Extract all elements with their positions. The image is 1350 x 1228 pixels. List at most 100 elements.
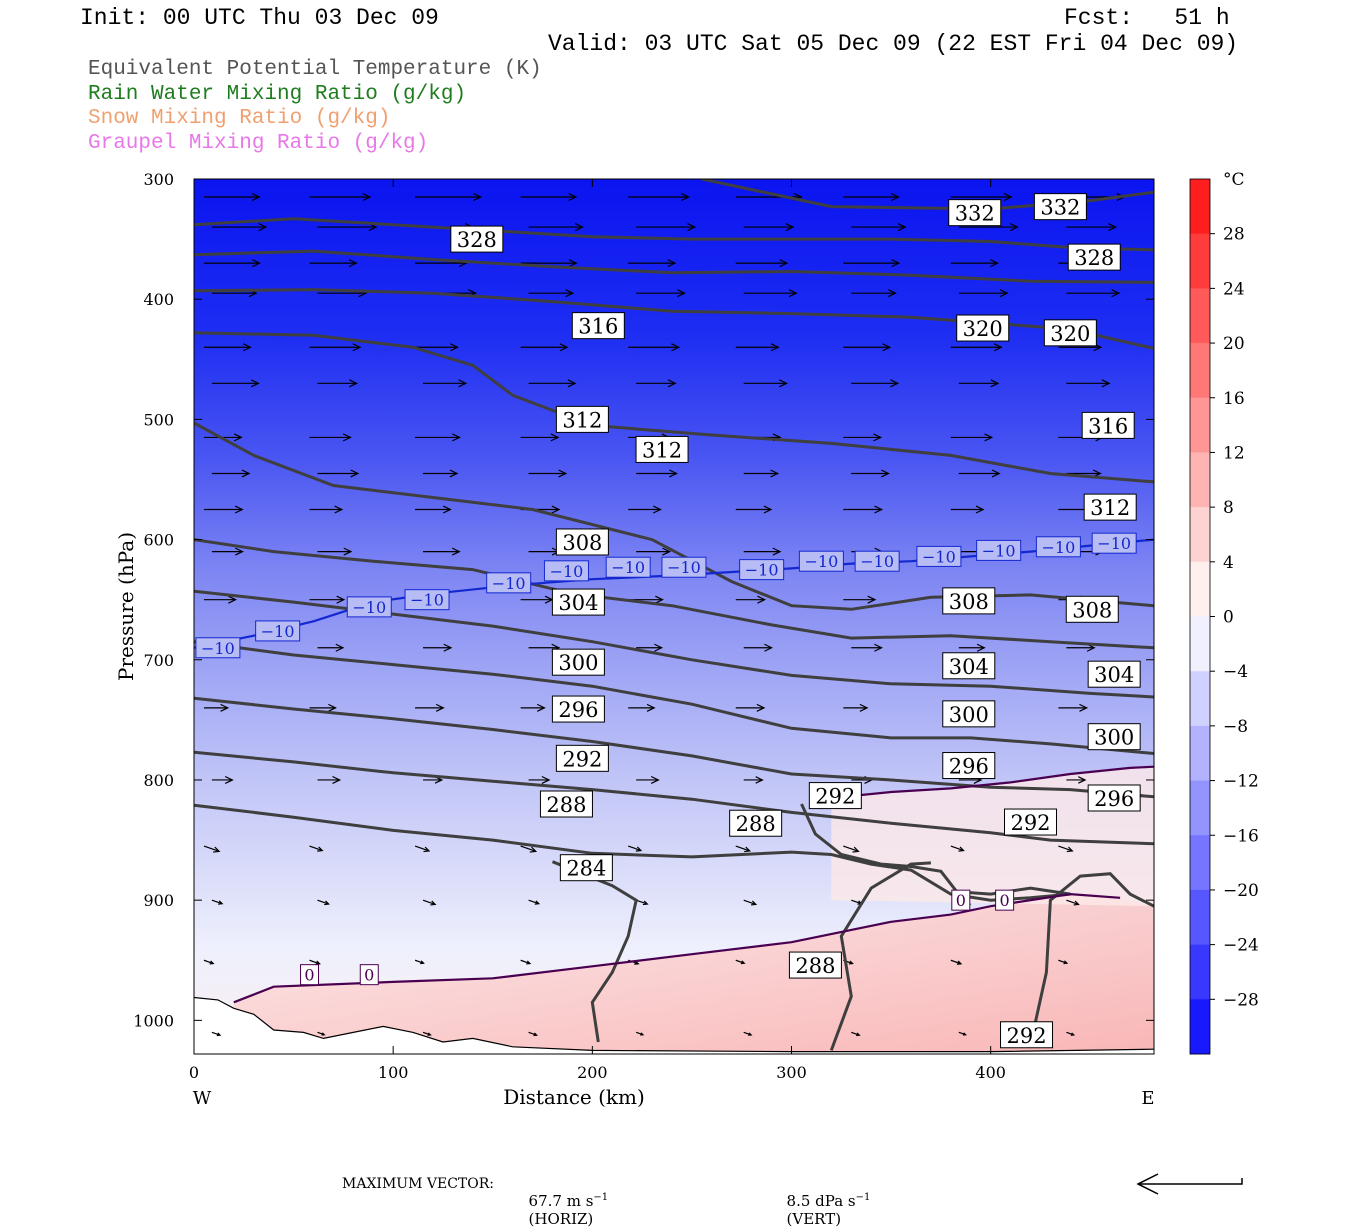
- horiz-unit: (HORIZ): [528, 1210, 594, 1228]
- wind-vector-head: [852, 846, 860, 853]
- wind-vector-head: [427, 1032, 432, 1036]
- colorbar-bin: [1190, 397, 1210, 453]
- colorbar-bin: [1190, 233, 1210, 289]
- wind-vector-head: [551, 505, 561, 514]
- contour-label-box: [942, 700, 996, 728]
- wind-vector-head: [763, 505, 773, 514]
- contour-label-box: [1083, 493, 1137, 521]
- isotherm-label: −10: [860, 552, 894, 571]
- wind-vector-head: [328, 703, 337, 712]
- contour-label-box: [571, 312, 625, 340]
- wind-vector: [950, 845, 964, 852]
- wind-vector-head: [984, 433, 994, 442]
- wind-vector-head: [770, 343, 780, 352]
- wind-vector-head: [420, 960, 425, 965]
- colorbar-unit: °C: [1223, 170, 1245, 190]
- contour-label-box: [729, 809, 783, 837]
- wind-vector-head: [640, 1032, 645, 1036]
- wind-vector-head: [1111, 289, 1121, 298]
- wind-vector-head: [669, 469, 678, 478]
- contour-label: 296: [558, 698, 598, 722]
- contour-label: 288: [736, 812, 776, 836]
- wind-vector-head: [1063, 960, 1069, 965]
- colorbar-bin: [1190, 835, 1210, 891]
- contour-label-box: [1065, 595, 1119, 623]
- wind-vector-head: [1070, 1032, 1076, 1036]
- horiz-exp: −1: [593, 1192, 609, 1203]
- isotherm-label-box: [1091, 532, 1137, 554]
- colorbar-bin: [1190, 343, 1210, 399]
- contour-label-box: [1087, 723, 1141, 751]
- terrain: [194, 997, 1154, 1054]
- colorbar-tick-label: 20: [1223, 334, 1245, 354]
- wind-vector: [520, 845, 536, 852]
- isotherm-label-box: [739, 559, 785, 581]
- wind-vector: [851, 1031, 860, 1036]
- wind-vector-head: [667, 379, 677, 388]
- wind-vector: [317, 899, 329, 905]
- wind-vector-head: [788, 289, 798, 298]
- wind-vector-head: [558, 469, 568, 478]
- contour-label: 288: [795, 954, 835, 978]
- contour-label: 320: [963, 317, 1003, 341]
- wind-vector-head: [993, 343, 1003, 352]
- wind-vector-head: [473, 193, 483, 202]
- wind-vector-head: [1108, 223, 1118, 232]
- wind-vector-head: [891, 259, 901, 268]
- wind-vector: [211, 899, 223, 905]
- isotherm-label-box: [486, 572, 532, 594]
- wind-vector-head: [1078, 776, 1087, 784]
- colorbar-tick-label: −12: [1223, 772, 1259, 792]
- wind-vector-head: [235, 547, 244, 556]
- vert-value: 8.5 dPa s: [786, 1192, 856, 1210]
- contour-label: 288: [546, 793, 586, 817]
- contour-label: 328: [457, 228, 497, 252]
- contour-label: 320: [1050, 322, 1090, 346]
- wind-vector-head: [342, 433, 352, 442]
- wind-vector-head: [874, 643, 883, 652]
- wind-vector: [309, 959, 320, 965]
- max-vector-label: MAXIMUM VECTOR:: [342, 1176, 494, 1192]
- wind-vector-head: [334, 505, 344, 514]
- isotherm-label: 0: [956, 891, 966, 910]
- theta-e-contour: [194, 640, 1154, 755]
- wind-vector: [203, 959, 214, 965]
- init-time: Init: 00 UTC Thu 03 Dec 09: [80, 5, 439, 31]
- wind-vector-head: [216, 1032, 222, 1037]
- colorbar-tick-label: 8: [1223, 498, 1234, 518]
- contour-label-box: [942, 587, 996, 615]
- wind-vector-head: [764, 643, 773, 652]
- wind-vector-head: [315, 960, 321, 965]
- wind-vector-head: [568, 259, 578, 268]
- wind-vector: [203, 845, 220, 852]
- isotherm-label-box: [359, 964, 379, 986]
- contour-label-box: [1087, 660, 1141, 688]
- contour-label: 296: [949, 755, 989, 779]
- y-tick-label: 300: [143, 170, 174, 189]
- isotherm-label: −10: [611, 558, 645, 577]
- isotherm-label-box: [300, 964, 320, 986]
- theta-e-contour: [194, 538, 1154, 650]
- isotherm-label-box: [661, 556, 707, 578]
- wind-vector-head: [642, 900, 649, 906]
- reference-vector-arrow: [1136, 1173, 1243, 1195]
- wind-vector: [414, 959, 424, 964]
- wind-vector-head: [873, 433, 883, 442]
- wind-vector: [851, 899, 862, 905]
- wind-vector-head: [772, 547, 782, 556]
- max-vector-vert: 8.5 dPa s−1 (VERT): [777, 1174, 871, 1228]
- wind-vector: [627, 845, 642, 852]
- wind-vector-head: [654, 643, 664, 652]
- contour-label: 300: [1094, 726, 1134, 750]
- contour-label: 308: [1072, 598, 1112, 622]
- wind-vector-head: [956, 960, 963, 965]
- west-label: W: [193, 1088, 212, 1109]
- wind-vector-head: [343, 547, 353, 556]
- colorbar-bin: [1190, 780, 1210, 836]
- colorbar-bin: [1190, 616, 1210, 672]
- wind-vector: [211, 1031, 221, 1036]
- wind-vector-head: [779, 259, 789, 268]
- wind-vector-head: [976, 643, 986, 652]
- wind-vector-head: [442, 505, 452, 514]
- wind-vector: [635, 899, 648, 905]
